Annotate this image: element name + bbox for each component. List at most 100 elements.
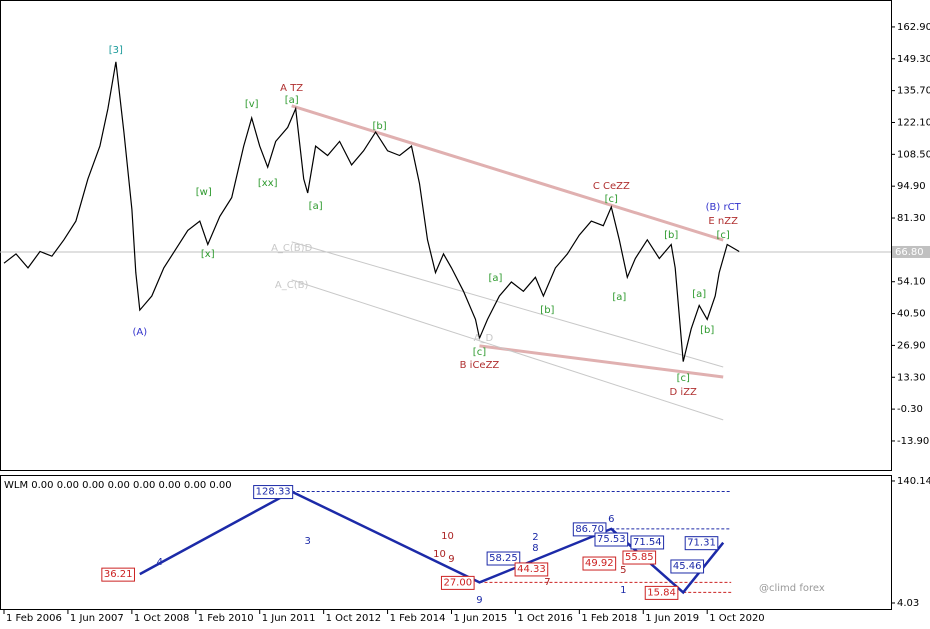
x-tick-label: 1 Oct 2020 [709,613,764,624]
annotation: 45.46 [673,561,702,572]
y-tick-label: -13.90 [897,436,929,447]
last-price-label: 66.80 [895,247,924,258]
annotation: [a] [692,289,706,300]
y-tick-label: 4.03 [897,598,919,609]
annotation: 1 [620,585,626,596]
indicator-panel [0,475,892,610]
main-panel [0,0,892,471]
value-label: 86.70 [575,524,604,535]
value-label-box [253,485,294,500]
value-label: 36.21 [104,569,133,580]
x-tick-label: 1 Oct 2012 [326,613,381,624]
annotation-box [514,562,549,577]
annotation: 9 [476,595,482,606]
value-label: 128.33 [256,487,291,498]
trendline [291,279,724,421]
y-tick-label: 122.10 [897,117,930,128]
annotation: B iCeZZ [460,360,500,371]
annotation: 7 [544,577,550,588]
annotation: A_C(B)D [271,243,312,254]
annotation: [a] [488,273,502,284]
annotation-box [594,532,629,547]
annotation: [a] [309,201,323,212]
annotation: D iZZ [670,387,698,398]
x-tick-label: 1 Feb 2006 [6,613,62,624]
y-tick-label: 94.90 [897,181,926,192]
value-label-box [101,567,135,582]
annotation: 9 [448,554,454,565]
annotation: 4 [157,557,163,568]
x-tick-label: 1 Feb 2018 [581,613,637,624]
annotation: 10 [433,549,446,560]
value-label: 15.84 [647,587,676,598]
watermark: @climd forex [759,583,825,594]
trendline [479,344,724,379]
annotation: 3 [304,536,310,547]
annotation: [c] [605,194,618,205]
annotation: 44.33 [517,564,546,575]
annotation: [3] [109,45,123,56]
price-line [139,490,725,595]
x-tick-label: 1 Feb 2010 [198,613,254,624]
annotation: [w] [196,187,212,198]
annotation: 6 [608,514,614,525]
x-tick-label: 1 Feb 2014 [390,613,446,624]
x-tick-label: 1 Jun 2007 [70,613,124,624]
annotation: 2 [532,532,538,543]
value-label-box [644,585,679,600]
y-tick-label: 81.30 [897,213,926,224]
annotation: C CeZZ [593,181,630,192]
trendline [291,241,724,368]
x-tick-label: 1 Oct 2008 [134,613,189,624]
annotation: [c] [717,230,730,241]
annotation-box [630,535,665,550]
y-tick-label: 13.30 [897,372,926,383]
annotation: A TZ [280,83,303,94]
annotation: [a] [612,292,626,303]
indicator-title: WLM 0.00 0.00 0.00 0.00 0.00 0.00 0.00 0… [4,480,232,491]
trendline [291,104,724,242]
price-line [3,61,740,362]
annotation: 10 [441,531,454,542]
last-price-box [892,245,930,258]
annotation: [x] [201,249,215,260]
y-tick-label: 40.50 [897,309,926,320]
annotation: A_D [474,333,494,344]
x-tick-label: 1 Jun 2015 [453,613,507,624]
annotation: (B) rCT [706,202,742,213]
annotation: [xx] [258,178,278,189]
annotation: [b] [700,325,714,336]
x-tick-label: 1 Oct 2016 [517,613,572,624]
annotation: [c] [677,373,690,384]
annotation: [c] [473,347,486,358]
annotation: [b] [664,230,678,241]
value-label-box [440,575,475,590]
annotation: 58.25 [489,553,518,564]
y-tick-label: 54.10 [897,277,926,288]
annotation: A_C(B) [275,280,309,291]
value-label: 27.00 [443,577,472,588]
annotation: [b] [372,121,386,132]
annotation: 75.53 [597,534,626,545]
annotation-box [582,556,617,571]
annotation: 71.54 [633,537,662,548]
annotation: [b] [540,305,554,316]
x-tick-label: 1 Jun 2019 [645,613,699,624]
annotation-box [486,551,521,566]
annotation: 8 [532,543,538,554]
y-tick-label: 108.50 [897,149,930,160]
y-tick-label: 162.90 [897,22,930,33]
y-tick-label: 135.70 [897,86,930,97]
annotation-box [670,559,705,574]
annotation: 5 [620,565,626,576]
annotation: 49.92 [585,558,614,569]
annotation-box [622,550,657,565]
annotation: [v] [245,99,259,110]
annotation: 55.85 [625,552,654,563]
x-tick-label: 1 Jun 2011 [262,613,316,624]
value-label-box [684,536,719,551]
annotation: E nZZ [708,216,738,227]
value-label: 71.31 [687,538,716,549]
